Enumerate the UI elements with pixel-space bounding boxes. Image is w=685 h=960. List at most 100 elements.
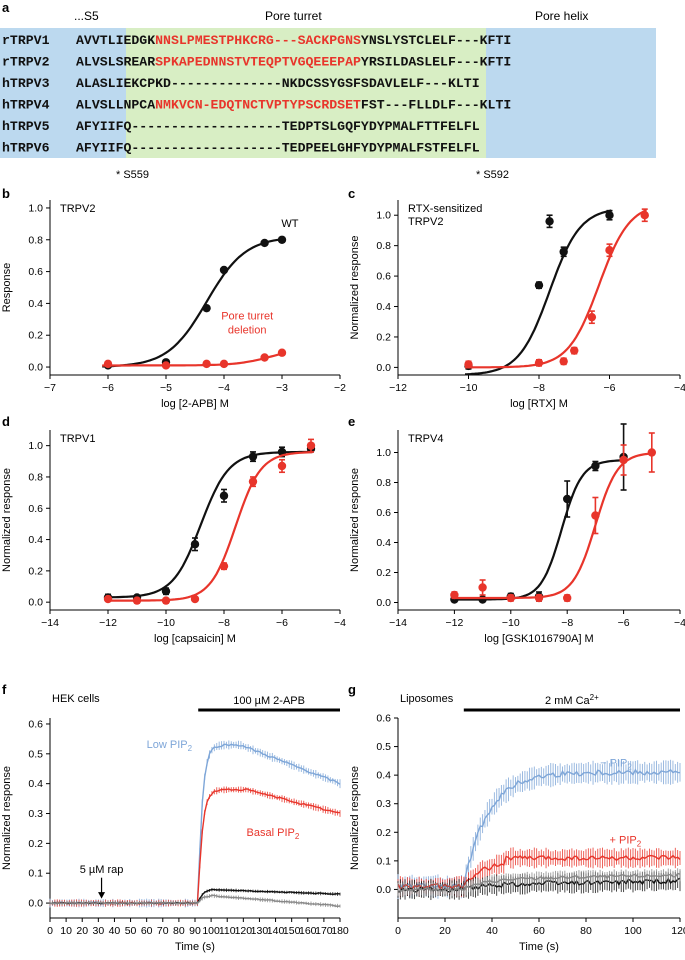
y-tick-label: 0.8: [28, 471, 43, 483]
fit-curve-black: [465, 209, 612, 376]
seq-name: rTRPV2: [2, 55, 50, 70]
data-point-red: [506, 593, 515, 603]
y-axis-label: Normalized response: [349, 766, 361, 870]
y-tick-label: 0.3: [28, 808, 43, 820]
x-tick-label: −4: [674, 617, 685, 629]
arrow-head: [98, 892, 106, 899]
x-tick-label: −10: [460, 382, 478, 394]
footnote-s592: * S592: [476, 169, 509, 181]
panel-label-b: b: [2, 186, 10, 201]
x-tick-label: −6: [618, 617, 630, 629]
panel-label-c: c: [348, 186, 355, 201]
y-tick-label: 0.6: [28, 266, 43, 278]
series-label-minus-pip2: − PIP2: [600, 758, 632, 772]
data-point-black: [478, 595, 487, 604]
y-tick-label: 0.4: [376, 770, 391, 782]
x-tick-label: 10: [60, 925, 72, 937]
y-axis-label: Response: [1, 263, 13, 313]
data-point-black: [190, 540, 200, 549]
data-point-red: [563, 593, 572, 603]
x-tick-label: 30: [92, 925, 104, 937]
y-tick-label: 0.8: [28, 234, 43, 246]
alignment-bg-left: [0, 28, 126, 158]
x-tick-label: −10: [157, 617, 175, 629]
seq-post: TEDPEELGHFYDYPMALFSTFELFL: [282, 141, 480, 156]
panel-label-f: f: [2, 682, 7, 697]
seq-pre: ALVSLSREAR: [76, 55, 155, 70]
fit-curve-red: [465, 209, 647, 369]
x-tick-label: 100: [202, 925, 220, 937]
seq-name: hTRPV6: [2, 141, 50, 156]
y-tick-label: 1.0: [376, 447, 391, 459]
y-tick-label: 1.0: [28, 440, 43, 452]
stimulus-label-sup: 2+: [590, 693, 599, 702]
trace-red: [49, 788, 341, 905]
data-point-black: [605, 211, 614, 220]
trace-grey: [397, 872, 681, 893]
x-axis-label: Time (s): [519, 941, 559, 953]
alignment-row-htrpv3: hTRPV3 ALASLIEKCPKD--------------NKDCSSYG…: [2, 76, 480, 91]
x-tick-label: 60: [533, 925, 545, 937]
y-tick-label: 0.4: [28, 534, 43, 546]
series-label-deletion: Pore turret: [221, 310, 273, 322]
y-tick-label: 0.5: [376, 741, 391, 753]
fit-curve-red: [102, 352, 286, 367]
y-tick-label: 0.8: [376, 477, 391, 489]
data-point-black: [260, 238, 269, 248]
x-tick-label: 150: [283, 925, 301, 937]
data-point-black: [248, 452, 258, 461]
data-point-red: [464, 360, 473, 369]
y-tick-label: 0.2: [376, 827, 391, 839]
data-point-red: [260, 353, 269, 362]
seq-pre: AVVTLIEDGK: [76, 33, 155, 48]
label-sub: 2: [295, 832, 300, 841]
data-point-red: [277, 348, 287, 357]
y-tick-label: 0.6: [376, 713, 391, 725]
y-axis-label: Normalized response: [1, 468, 13, 572]
y-tick-label: 0.0: [28, 597, 43, 609]
x-tick-label: 20: [76, 925, 88, 937]
label-sub: 2: [188, 744, 193, 753]
chart-title: RTX-sensitized: [408, 203, 482, 215]
alignment-bg-helix: [486, 28, 656, 158]
x-tick-label: 120: [235, 925, 253, 937]
x-tick-label: 60: [141, 925, 153, 937]
seq-pre: ALASLIEKCPKD--------------: [76, 76, 282, 91]
y-tick-label: 0.0: [28, 898, 43, 910]
region-label-turret: Pore turret: [265, 9, 322, 23]
data-point-red: [219, 561, 229, 571]
chart-title: TRPV2: [408, 216, 443, 228]
x-tick-label: −7: [44, 382, 56, 394]
y-tick-label: 0.0: [376, 362, 391, 374]
label-text: Basal PIP: [247, 827, 295, 839]
x-tick-label: 110: [219, 925, 236, 937]
y-tick-label: 0.5: [28, 748, 43, 760]
data-point-black: [277, 235, 287, 244]
y-tick-label: 0.4: [376, 537, 391, 549]
y-tick-label: 0.1: [376, 855, 391, 867]
chart-title: TRPV1: [60, 433, 95, 445]
seq-pre: AFYIIFQ-------------------: [76, 141, 282, 156]
alignment-row-htrpv6: hTRPV6 AFYIIFQ-------------------TEDPEELG…: [2, 141, 480, 156]
chart-f: 0 10 20 30 40 50 60 70 80 90 100110120130140150160…: [1, 693, 349, 953]
x-tick-label: 100: [624, 925, 642, 937]
data-point-red: [591, 511, 600, 520]
x-tick-label: −4: [218, 382, 230, 394]
alignment-row-rtrpv1: rTRPV1 AVVTLIEDGKNNSLPMESTPHKCRG---SACKPG…: [2, 33, 511, 48]
series-label-plus-pip2: + PIP2: [610, 835, 642, 849]
y-tick-label: 0.3: [376, 798, 391, 810]
data-point-red: [534, 593, 544, 603]
x-tick-label: 80: [173, 925, 185, 937]
alignment-row-htrpv4: hTRPV4 ALVSLLNPCANMKVCN-EDQTNCTVPTYPSCRDS…: [2, 98, 511, 113]
x-tick-label: −12: [445, 617, 463, 629]
x-tick-label: 50: [125, 925, 137, 937]
seq-name: hTRPV4: [2, 98, 50, 113]
x-tick-label: 90: [189, 925, 201, 937]
panel-label-g: g: [348, 682, 356, 697]
x-tick-label: −5: [160, 382, 172, 394]
chart-title: TRPV2: [60, 203, 95, 215]
y-tick-label: 1.0: [376, 210, 391, 222]
x-tick-label: 20: [439, 925, 451, 937]
x-tick-label: −8: [533, 382, 545, 394]
y-tick-label: 0.4: [28, 298, 43, 310]
